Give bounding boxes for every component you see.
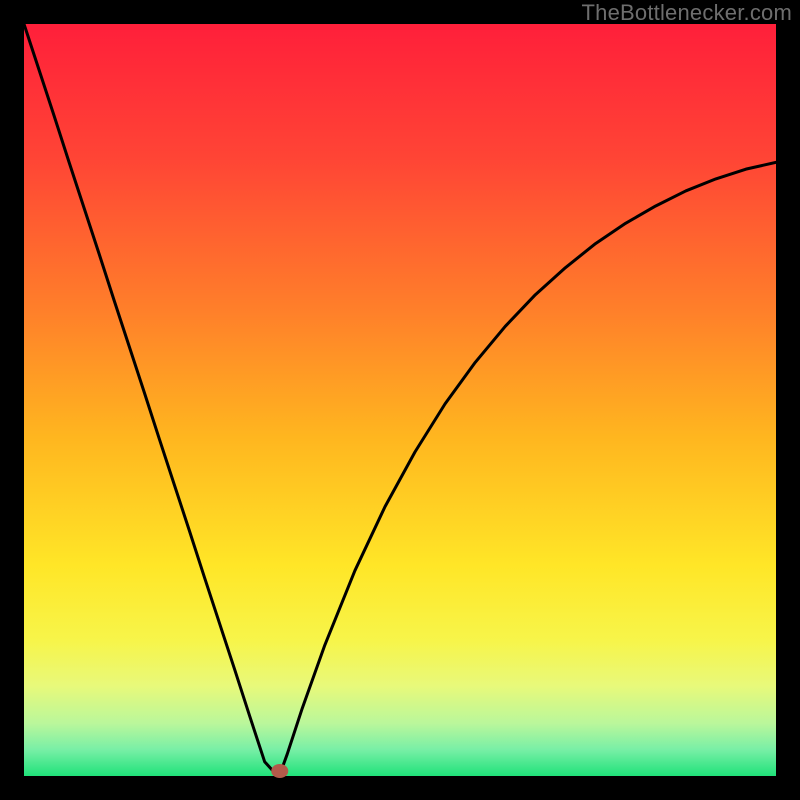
chart-stage: TheBottlenecker.com bbox=[0, 0, 800, 800]
plot-frame bbox=[24, 24, 776, 776]
watermark-text: TheBottlenecker.com bbox=[582, 0, 792, 26]
bottleneck-curve bbox=[24, 24, 776, 776]
minimum-marker bbox=[271, 764, 289, 778]
